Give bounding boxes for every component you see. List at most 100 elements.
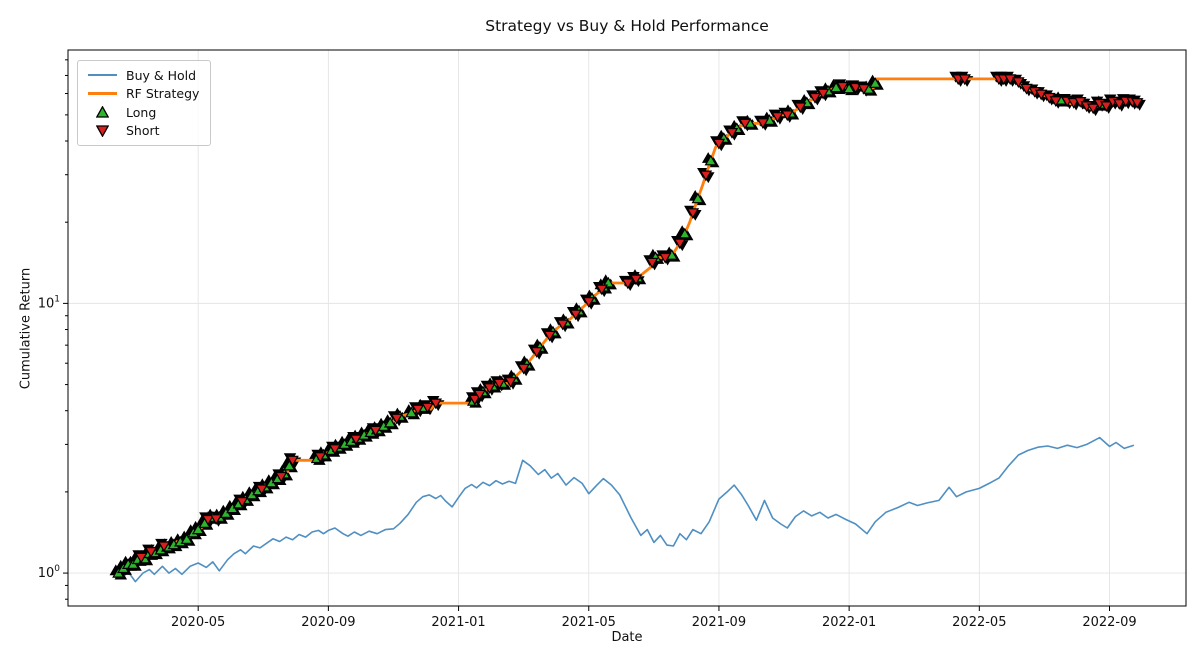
short-marker [849, 82, 862, 94]
short-marker [504, 377, 517, 388]
short-marker [725, 128, 739, 139]
short-triangle-down-icon [85, 125, 119, 137]
x-tick-label: 2021-05 [562, 615, 616, 630]
x-tick-label: 2022-09 [1082, 615, 1136, 630]
buy-hold-line-sample [87, 74, 117, 77]
short-marker [621, 278, 635, 290]
short-marker [712, 138, 726, 150]
short-marker [629, 274, 643, 286]
short-marker [582, 297, 596, 308]
short-marker [530, 347, 543, 358]
short-marker [429, 398, 443, 410]
long-marker [191, 523, 205, 535]
legend: Buy & Hold RF Strategy Long Short [77, 60, 211, 146]
x-tick-label: 2022-05 [952, 615, 1006, 630]
legend-label-buy-hold: Buy & Hold [126, 67, 197, 83]
short-marker [493, 378, 506, 390]
short-marker [1003, 74, 1017, 86]
legend-label-rf-strategy: RF Strategy [126, 86, 200, 102]
short-marker [958, 74, 971, 86]
short-marker [144, 547, 158, 558]
short-marker [201, 514, 215, 526]
short-marker [816, 88, 830, 100]
short-marker [411, 404, 425, 416]
buy-hold-line [117, 436, 1135, 583]
short-marker [808, 92, 822, 104]
long-marker [383, 416, 397, 428]
legend-label-short: Short [126, 123, 160, 139]
short-marker [349, 434, 363, 446]
short-marker [235, 497, 249, 508]
short-marker [595, 284, 609, 296]
short-marker [738, 118, 752, 130]
long-marker [842, 82, 856, 94]
x-tick-label: 2021-09 [692, 615, 746, 630]
rf-strategy-line [117, 77, 1138, 575]
buy-hold-line-swatch [85, 74, 119, 77]
axis-ticks [63, 59, 1111, 611]
short-marker [1020, 83, 1033, 95]
legend-item-short: Short [85, 122, 202, 141]
long-marker [704, 154, 718, 166]
short-marker [483, 383, 496, 394]
short-marker [473, 389, 486, 401]
short-marker [468, 394, 482, 406]
x-tick-label: 2020-09 [301, 615, 355, 630]
short-marker [1100, 101, 1113, 113]
short-marker [836, 81, 849, 93]
short-marker [1086, 103, 1100, 115]
short-marker [209, 514, 223, 525]
short-marker [699, 170, 713, 182]
plot-border [67, 49, 1187, 607]
y-tick-label: 100 [38, 564, 61, 581]
tick-labels: 2020-05 2020-09 2021-01 2021-05 2021-09 2022-… [38, 294, 1137, 630]
long-marker [829, 81, 843, 93]
short-marker [274, 471, 288, 483]
short-marker [255, 484, 268, 496]
short-marker [569, 309, 582, 321]
short-marker [369, 425, 382, 437]
y-tick-label: 101 [38, 294, 60, 311]
short-marker [1113, 99, 1126, 110]
short-marker [686, 208, 700, 219]
long-marker [180, 533, 194, 544]
legend-item-long: Long [85, 103, 202, 122]
short-marker [390, 413, 403, 425]
long-triangle-up-icon [85, 106, 119, 118]
legend-item-rf-strategy: RF Strategy [85, 85, 202, 104]
short-marker [313, 452, 327, 463]
long-markers [112, 77, 1108, 578]
short-marker [517, 363, 530, 375]
short-marker [756, 118, 770, 129]
short-marker [157, 541, 171, 553]
short-marker [794, 102, 807, 114]
rf-strategy-line-swatch [85, 92, 119, 96]
short-marker [658, 252, 672, 264]
long-marker [283, 459, 296, 471]
x-tick-label: 2021-01 [431, 615, 485, 630]
short-marker [857, 83, 871, 95]
short-markers [134, 74, 1144, 564]
long-marker [691, 192, 705, 204]
short-marker [134, 552, 148, 564]
x-tick-label: 2022-01 [822, 615, 876, 630]
y-axis-label: Cumulative Return [18, 267, 34, 390]
short-marker [771, 112, 784, 123]
grid-lines [68, 50, 1186, 606]
long-marker [678, 227, 692, 239]
short-marker [328, 444, 342, 455]
legend-item-buy-hold: Buy & Hold [85, 66, 202, 85]
short-marker [781, 110, 794, 122]
chart-title: Strategy vs Buy & Hold Performance [485, 17, 769, 35]
short-marker [645, 257, 659, 269]
rf-strategy-line-sample [87, 92, 117, 96]
marker-shadows [109, 71, 1146, 580]
x-tick-label: 2020-05 [171, 615, 225, 630]
short-marker [673, 238, 687, 250]
long-marker [405, 406, 418, 418]
long-marker [868, 77, 882, 88]
short-marker [556, 319, 569, 331]
short-marker [286, 455, 299, 467]
